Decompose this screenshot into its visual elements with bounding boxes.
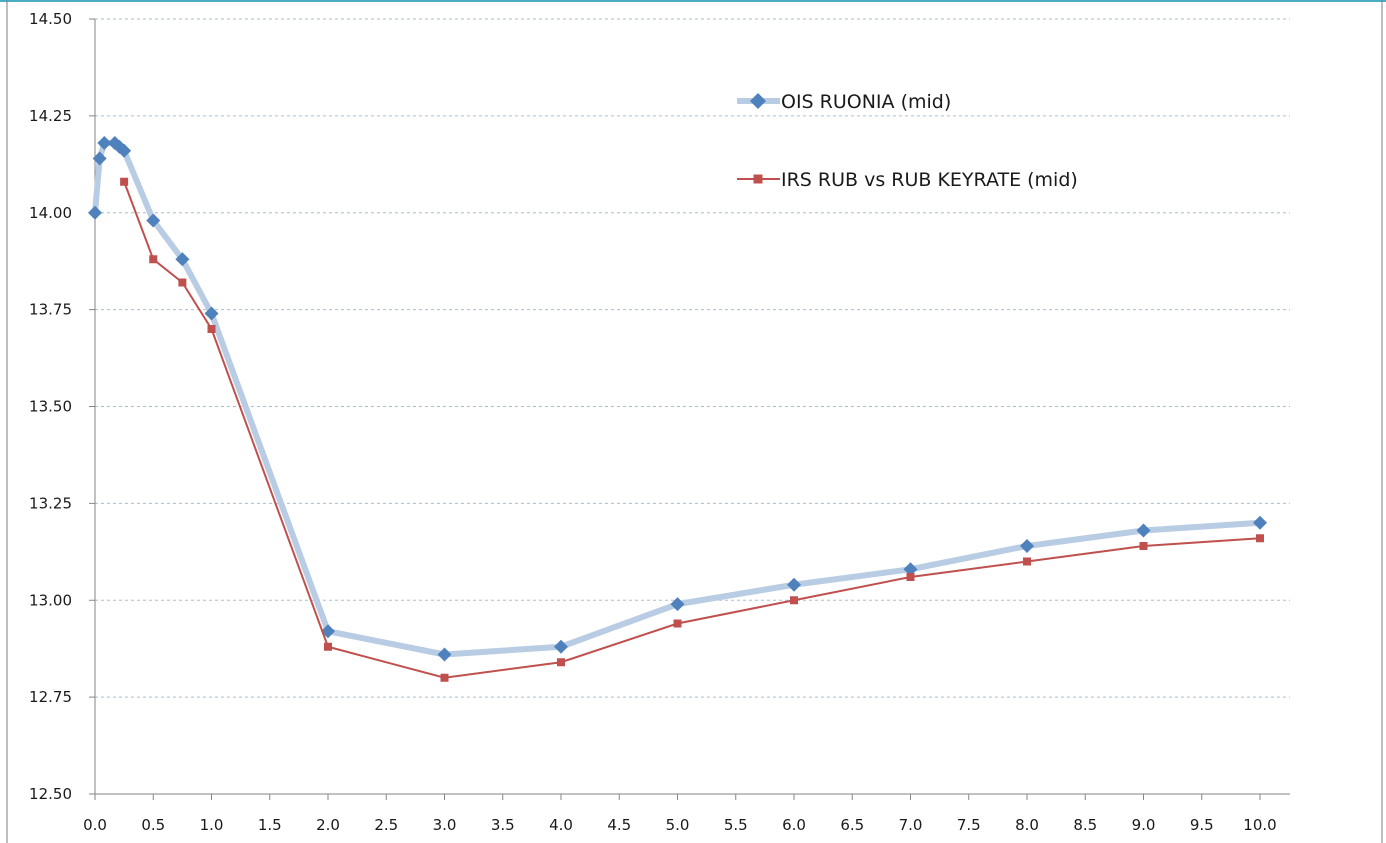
data-point-irs-rub-keyrate xyxy=(440,673,449,682)
data-point-ois-ruonia xyxy=(1020,539,1034,553)
data-point-irs-rub-keyrate xyxy=(149,255,158,264)
x-tick-label: 3.5 xyxy=(491,816,515,834)
legend-swatch-marker xyxy=(753,174,763,184)
x-tick-label: 1.0 xyxy=(200,816,224,834)
x-tick-label: 2.0 xyxy=(316,816,340,834)
data-point-ois-ruonia xyxy=(88,205,102,220)
data-point-irs-rub-keyrate xyxy=(178,278,187,287)
x-tick-label: 8.5 xyxy=(1073,816,1097,834)
data-point-ois-ruonia xyxy=(175,252,190,267)
y-tick-label: 13.25 xyxy=(29,494,72,512)
data-point-irs-rub-keyrate xyxy=(557,658,565,667)
axes: 12.50 12.75 13.00 13.25 13.50 13.75 14.00 14.25… xyxy=(29,10,1290,834)
data-point-ois-ruonia xyxy=(117,143,132,158)
x-tick-label: 4.5 xyxy=(607,816,631,834)
data-point-ois-ruonia xyxy=(204,306,219,321)
x-tick-label: 9.5 xyxy=(1190,816,1214,834)
y-tick-label: 14.50 xyxy=(29,10,72,28)
data-point-ois-ruonia xyxy=(787,577,801,592)
legend: OIS RUONIA (mid) IRS RUB vs RUB KEYRATE (… xyxy=(737,91,1078,191)
y-tick-label: 14.25 xyxy=(29,107,72,125)
x-tick-label: 5.0 xyxy=(666,816,690,834)
data-point-ois-ruonia xyxy=(1136,523,1151,538)
series-line-ois-ruonia xyxy=(92,140,1261,658)
y-tick-label: 13.00 xyxy=(29,591,72,609)
legend-swatch-marker xyxy=(750,93,766,109)
legend-label-ois-ruonia: OIS RUONIA (mid) xyxy=(781,91,951,113)
x-tick-label: 2.5 xyxy=(374,816,398,834)
x-tick-label: 0.0 xyxy=(83,816,107,834)
y-tick-label: 13.75 xyxy=(29,301,72,319)
x-tick-label: 4.0 xyxy=(549,816,573,834)
data-point-ois-ruonia xyxy=(903,562,918,577)
x-tick-label: 9.0 xyxy=(1132,816,1156,834)
data-point-ois-ruonia xyxy=(670,597,685,612)
x-tick-label: 7.0 xyxy=(899,816,923,834)
series-ois-ruonia xyxy=(88,136,1267,662)
y-tick-label: 12.75 xyxy=(29,688,72,706)
data-point-ois-ruonia xyxy=(92,151,107,166)
y-tick-label: 12.50 xyxy=(29,785,72,803)
x-tick-label: 10.0 xyxy=(1243,816,1276,834)
legend-item-irs-rub-keyrate: IRS RUB vs RUB KEYRATE (mid) xyxy=(737,169,1078,191)
legend-item-ois-ruonia: OIS RUONIA (mid) xyxy=(737,91,951,113)
data-point-ois-ruonia xyxy=(1253,515,1267,530)
x-tick-label: 6.0 xyxy=(782,816,806,834)
data-point-ois-ruonia xyxy=(146,213,161,228)
y-tick-label: 14.00 xyxy=(29,204,72,222)
data-point-ois-ruonia xyxy=(554,639,568,654)
series xyxy=(88,136,1267,682)
data-point-irs-rub-keyrate xyxy=(324,642,332,651)
data-point-irs-rub-keyrate xyxy=(120,177,129,186)
data-point-ois-ruonia xyxy=(437,647,452,662)
data-point-irs-rub-keyrate xyxy=(906,573,915,581)
x-tick-label: 6.5 xyxy=(840,816,864,834)
data-point-irs-rub-keyrate xyxy=(790,596,798,605)
x-tick-label: 0.5 xyxy=(141,816,165,834)
x-tick-label: 1.5 xyxy=(258,816,282,834)
y-tick-label: 13.50 xyxy=(29,398,72,416)
x-tick-label: 5.5 xyxy=(724,816,748,834)
data-point-irs-rub-keyrate xyxy=(1256,534,1264,543)
gridlines xyxy=(95,18,1290,698)
data-point-irs-rub-keyrate xyxy=(1139,542,1148,550)
data-point-irs-rub-keyrate xyxy=(1023,557,1031,566)
x-tick-label: 8.0 xyxy=(1015,816,1039,834)
data-point-irs-rub-keyrate xyxy=(673,619,682,628)
x-tick-label: 7.5 xyxy=(957,816,981,834)
series-irs-rub-keyrate xyxy=(120,177,1264,682)
x-tick-label: 3.0 xyxy=(433,816,457,834)
legend-label-irs-rub-keyrate: IRS RUB vs RUB KEYRATE (mid) xyxy=(781,169,1078,191)
data-point-irs-rub-keyrate xyxy=(207,325,216,333)
data-point-ois-ruonia xyxy=(97,136,112,150)
